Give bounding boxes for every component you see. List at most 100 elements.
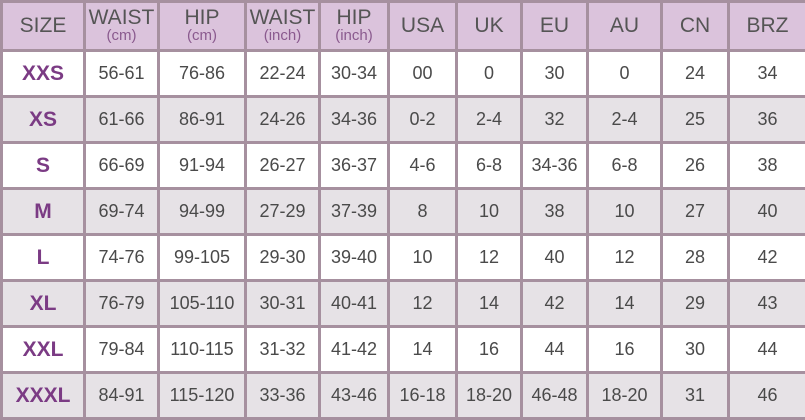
column-header-waist: WAIST (cm) bbox=[83, 0, 160, 52]
table-cell: 12 bbox=[387, 279, 458, 328]
header-row: SIZE WAIST (cm) HIP (cm) WAIST (inch) HIP (inch)… bbox=[0, 0, 805, 52]
table-cell: 26 bbox=[660, 141, 730, 190]
table-cell: 34-36 bbox=[520, 141, 589, 190]
table-cell: 16 bbox=[455, 325, 523, 374]
table-cell: 66-69 bbox=[83, 141, 160, 190]
column-header-hip: HIP (cm) bbox=[157, 0, 247, 52]
table-cell: 40-41 bbox=[318, 279, 390, 328]
table-cell: 38 bbox=[520, 187, 589, 236]
table-cell: 27-29 bbox=[244, 187, 321, 236]
table-cell: 61-66 bbox=[83, 95, 160, 144]
table-cell: 26-27 bbox=[244, 141, 321, 190]
column-header-usa: USA bbox=[387, 0, 458, 52]
table-cell: 38 bbox=[727, 141, 805, 190]
header-label: AU bbox=[609, 14, 640, 37]
table-cell: 33-36 bbox=[244, 371, 321, 420]
table-cell: 8 bbox=[387, 187, 458, 236]
table-cell: 44 bbox=[520, 325, 589, 374]
table-cell: 43 bbox=[727, 279, 805, 328]
table-cell: 6-8 bbox=[586, 141, 663, 190]
table-row: XXS 56-61 76-86 22-24 30-34 00 0 30 0 24 34 bbox=[0, 49, 805, 98]
column-header-hip: HIP (inch) bbox=[318, 0, 390, 52]
table-cell: 0 bbox=[455, 49, 523, 98]
header-label: WAIST bbox=[249, 6, 316, 29]
size-label: XXS bbox=[0, 49, 86, 98]
header-label: HIP bbox=[336, 6, 372, 29]
table-cell: 69-74 bbox=[83, 187, 160, 236]
table-row: XL 76-79 105-110 30-31 40-41 12 14 42 14 29 43 bbox=[0, 279, 805, 328]
table-cell: 76-79 bbox=[83, 279, 160, 328]
table-cell: 84-91 bbox=[83, 371, 160, 420]
table-cell: 76-86 bbox=[157, 49, 247, 98]
table-cell: 79-84 bbox=[83, 325, 160, 374]
table-cell: 46-48 bbox=[520, 371, 589, 420]
header-unit: (cm) bbox=[106, 27, 137, 44]
table-cell: 10 bbox=[586, 187, 663, 236]
table-cell: 34-36 bbox=[318, 95, 390, 144]
table-cell: 29 bbox=[660, 279, 730, 328]
table-row: XS 61-66 86-91 24-26 34-36 0-2 2-4 32 2-4 25 36 bbox=[0, 95, 805, 144]
table-cell: 86-91 bbox=[157, 95, 247, 144]
table-cell: 40 bbox=[520, 233, 589, 282]
size-label: M bbox=[0, 187, 86, 236]
table-cell: 31-32 bbox=[244, 325, 321, 374]
table-row: XXL 79-84 110-115 31-32 41-42 14 16 44 16 30 44 bbox=[0, 325, 805, 374]
table-cell: 28 bbox=[660, 233, 730, 282]
header-label: UK bbox=[474, 14, 504, 37]
table-cell: 0 bbox=[586, 49, 663, 98]
table-cell: 24-26 bbox=[244, 95, 321, 144]
table-row: XXXL 84-91 115-120 33-36 43-46 16-18 18-20 46-4… bbox=[0, 371, 805, 420]
table-cell: 44 bbox=[727, 325, 805, 374]
table-cell: 110-115 bbox=[157, 325, 247, 374]
table-cell: 29-30 bbox=[244, 233, 321, 282]
table-cell: 30-34 bbox=[318, 49, 390, 98]
table-cell: 41-42 bbox=[318, 325, 390, 374]
table-cell: 42 bbox=[520, 279, 589, 328]
table-cell: 34 bbox=[727, 49, 805, 98]
table-cell: 40 bbox=[727, 187, 805, 236]
table-cell: 115-120 bbox=[157, 371, 247, 420]
table-row: L 74-76 99-105 29-30 39-40 10 12 40 12 28 42 bbox=[0, 233, 805, 282]
table-row: S 66-69 91-94 26-27 36-37 4-6 6-8 34-36 6-8 26 38 bbox=[0, 141, 805, 190]
size-label: XXXL bbox=[0, 371, 86, 420]
header-label: HIP bbox=[184, 6, 220, 29]
table-cell: 10 bbox=[387, 233, 458, 282]
table-cell: 32 bbox=[520, 95, 589, 144]
table-cell: 16 bbox=[586, 325, 663, 374]
table-cell: 94-99 bbox=[157, 187, 247, 236]
column-header-uk: UK bbox=[455, 0, 523, 52]
header-label: SIZE bbox=[19, 14, 67, 37]
table-cell: 12 bbox=[586, 233, 663, 282]
size-label: XXL bbox=[0, 325, 86, 374]
table-cell: 36 bbox=[727, 95, 805, 144]
table-cell: 30 bbox=[660, 325, 730, 374]
table-cell: 18-20 bbox=[455, 371, 523, 420]
table-cell: 14 bbox=[586, 279, 663, 328]
table-cell: 105-110 bbox=[157, 279, 247, 328]
header-unit: (cm) bbox=[187, 27, 217, 44]
table-cell: 56-61 bbox=[83, 49, 160, 98]
header-label: USA bbox=[400, 14, 445, 37]
size-label: XS bbox=[0, 95, 86, 144]
header-label: EU bbox=[539, 14, 570, 37]
column-header-waist: WAIST (inch) bbox=[244, 0, 321, 52]
header-unit: (inch) bbox=[335, 27, 373, 44]
table-cell: 30 bbox=[520, 49, 589, 98]
table-cell: 16-18 bbox=[387, 371, 458, 420]
column-header-eu: EU bbox=[520, 0, 589, 52]
column-header-brz: BRZ bbox=[727, 0, 805, 52]
header-label: CN bbox=[679, 14, 711, 37]
table-cell: 14 bbox=[387, 325, 458, 374]
size-label: XL bbox=[0, 279, 86, 328]
table-cell: 0-2 bbox=[387, 95, 458, 144]
table-cell: 6-8 bbox=[455, 141, 523, 190]
header-label: WAIST bbox=[88, 6, 155, 29]
table-cell: 24 bbox=[660, 49, 730, 98]
table-cell: 37-39 bbox=[318, 187, 390, 236]
size-label: S bbox=[0, 141, 86, 190]
column-header-size: SIZE bbox=[0, 0, 86, 52]
table-cell: 22-24 bbox=[244, 49, 321, 98]
table-row: M 69-74 94-99 27-29 37-39 8 10 38 10 27 40 bbox=[0, 187, 805, 236]
table-cell: 99-105 bbox=[157, 233, 247, 282]
